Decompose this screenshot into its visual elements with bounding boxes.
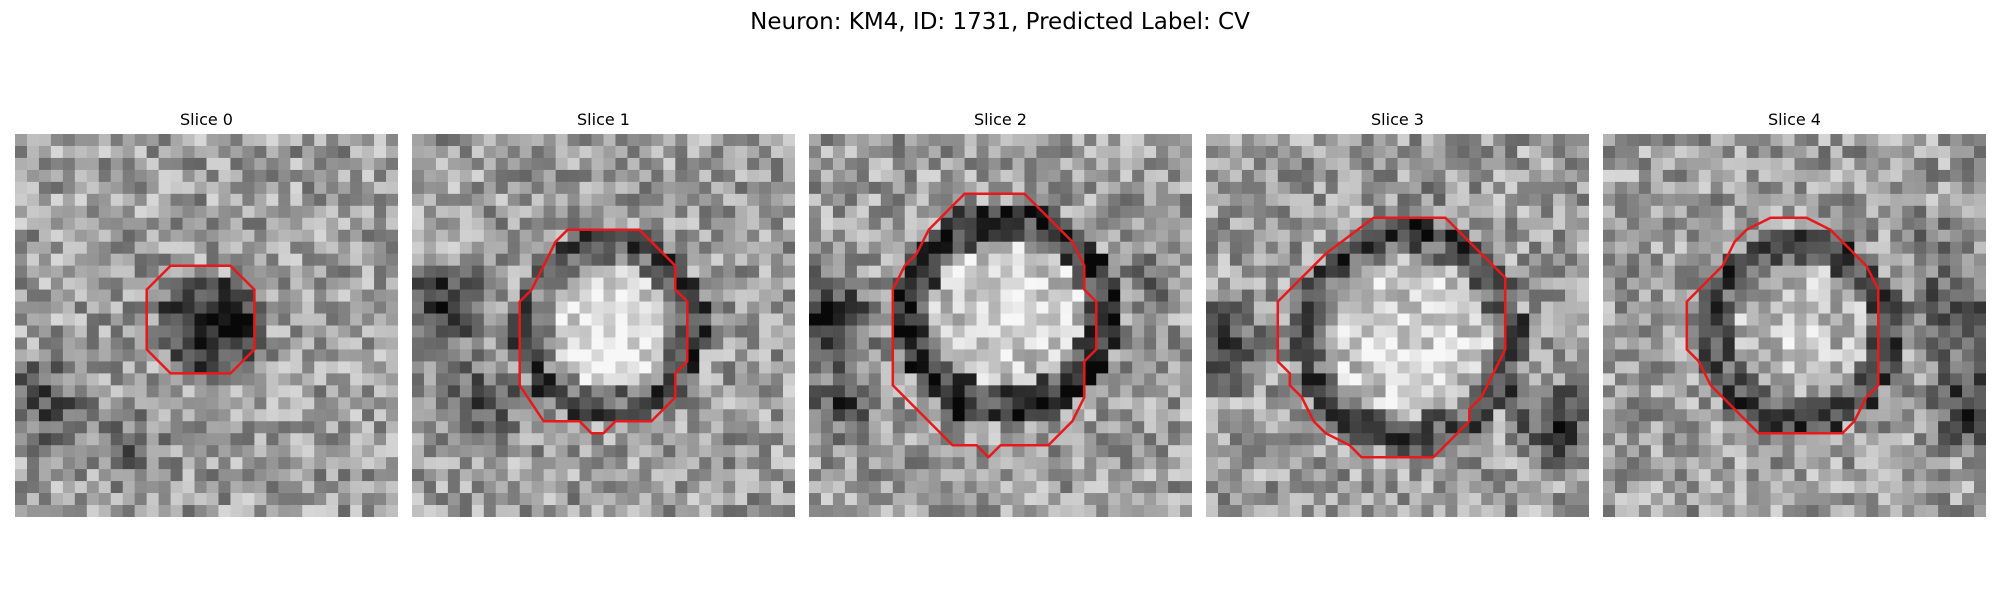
cell-contour: [145, 264, 256, 375]
slice-title: Slice 4: [1768, 110, 1821, 129]
slice-panel-1: Slice 1: [412, 108, 795, 517]
slice-panel-3: Slice 3: [1206, 108, 1589, 517]
slice-panel-0: Slice 0: [15, 108, 398, 517]
slice-title: Slice 0: [180, 110, 233, 129]
cell-contour: [1685, 216, 1880, 435]
figure-title: Neuron: KM4, ID: 1731, Predicted Label: …: [750, 9, 1250, 35]
slice-title: Slice 1: [577, 110, 630, 129]
slice-image: [1206, 134, 1589, 517]
slice-panel-2: Slice 2: [809, 108, 1192, 517]
cell-contour: [1276, 216, 1507, 459]
slice-image: [412, 134, 795, 517]
cell-contour: [518, 228, 689, 435]
slice-title: Slice 2: [974, 110, 1027, 129]
slice-image: [15, 134, 398, 517]
slice-image: [1603, 134, 1986, 517]
slice-image: [809, 134, 1192, 517]
slice-title: Slice 3: [1371, 110, 1424, 129]
cell-contour: [891, 192, 1098, 459]
slice-panel-4: Slice 4: [1603, 108, 1986, 517]
